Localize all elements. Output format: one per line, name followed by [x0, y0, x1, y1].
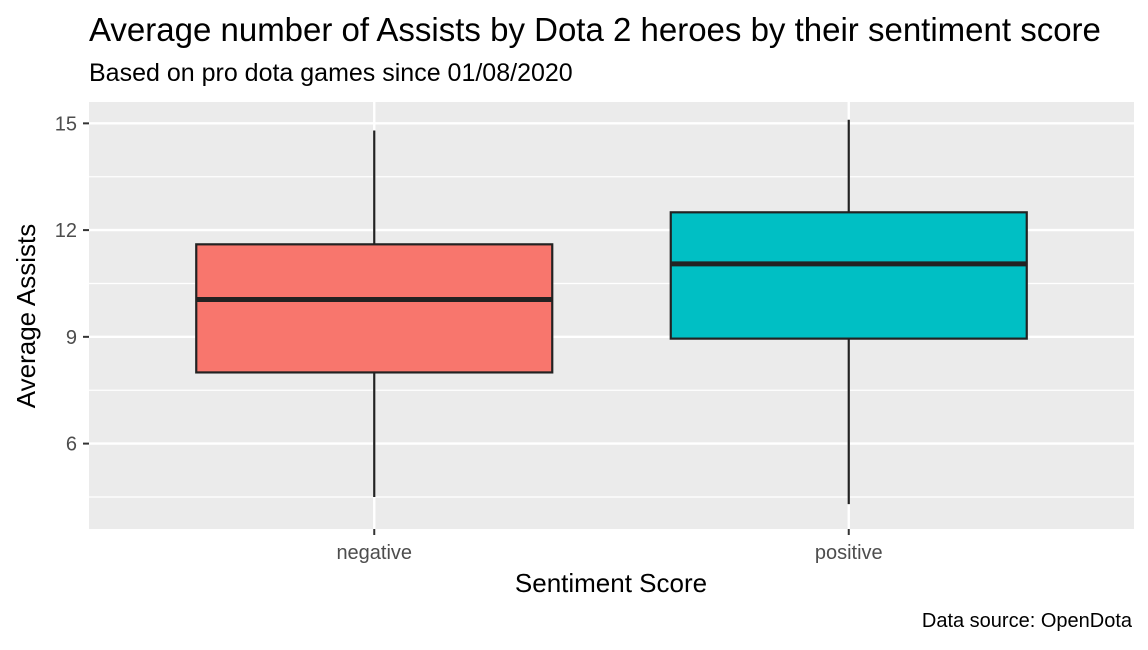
- title-area: Average number of Assists by Dota 2 hero…: [0, 0, 1148, 100]
- x-tick-label: positive: [815, 542, 883, 564]
- x-axis: negative positive: [336, 529, 883, 564]
- x-axis-label: Sentiment Score: [515, 568, 707, 598]
- y-tick-label: 12: [55, 220, 77, 242]
- y-tick-label: 6: [66, 434, 77, 456]
- iqr-box: [195, 243, 554, 374]
- y-axis: 6 9 12 15: [55, 113, 89, 456]
- chart-title: Average number of Assists by Dota 2 hero…: [89, 11, 1101, 48]
- x-tick-label: negative: [336, 542, 412, 564]
- y-tick-label: 9: [66, 327, 77, 349]
- box-positive: [669, 119, 1028, 505]
- box-series: [195, 119, 1028, 505]
- iqr-box: [669, 211, 1028, 340]
- chart-subtitle: Based on pro dota games since 01/08/2020: [89, 59, 573, 87]
- data-source-caption: Data source: OpenDota: [921, 610, 1132, 632]
- y-tick-label: 15: [55, 113, 77, 135]
- y-axis-label: Average Assists: [11, 224, 41, 409]
- box-negative: [195, 130, 554, 497]
